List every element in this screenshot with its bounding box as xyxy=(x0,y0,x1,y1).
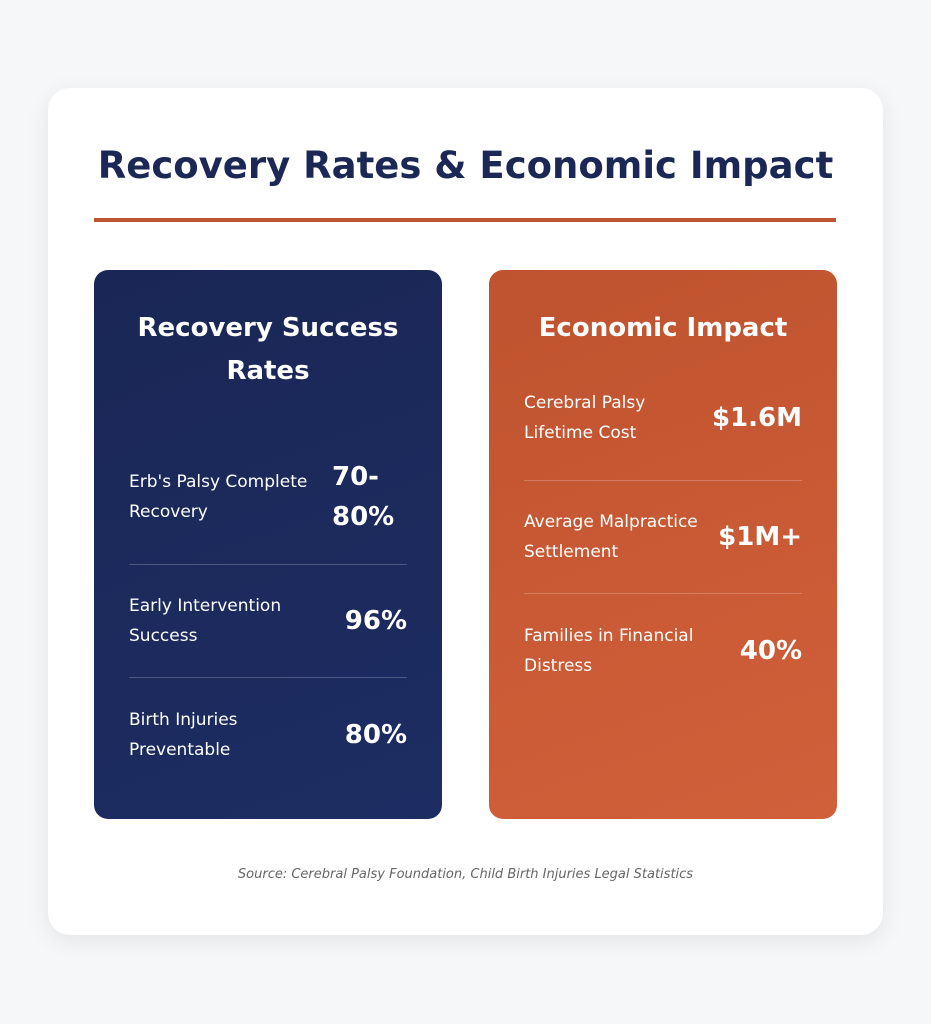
title-divider xyxy=(94,218,836,222)
stat-label: Erb's Palsy Complete Recovery xyxy=(129,472,308,522)
stat-row-financial-distress: Families in Financial Distress 40% xyxy=(524,594,802,728)
economic-panel: Economic Impact Cerebral Palsy Lifetime … xyxy=(489,270,837,819)
stat-row-erbs-palsy: Erb's Palsy Complete Recovery 70-80% xyxy=(129,440,407,565)
infographic-card: Recovery Rates & Economic Impact Recover… xyxy=(48,88,883,935)
recovery-panel: Recovery Success Rates Erb's Palsy Compl… xyxy=(94,270,442,819)
source-citation: Source: Cerebral Palsy Foundation, Child… xyxy=(237,867,694,882)
stat-row-lifetime-cost: Cerebral Palsy Lifetime Cost $1.6M xyxy=(524,364,802,481)
stat-value: 70-80% xyxy=(332,462,395,532)
stat-label: Birth Injuries Preventable xyxy=(129,710,238,760)
stat-value: $1M+ xyxy=(718,522,802,552)
page-title: Recovery Rates & Economic Impact xyxy=(97,144,834,187)
stat-label: Early Intervention Success xyxy=(129,596,282,646)
stat-value: 80% xyxy=(344,720,407,750)
stat-value: 96% xyxy=(344,606,407,636)
stat-row-malpractice-settlement: Average Malpractice Settlement $1M+ xyxy=(524,481,802,594)
stat-row-early-intervention: Early Intervention Success 96% xyxy=(129,565,407,678)
stat-label: Cerebral Palsy Lifetime Cost xyxy=(524,393,646,443)
economic-panel-title: Economic Impact xyxy=(538,313,788,343)
stat-label: Families in Financial Distress xyxy=(524,626,694,676)
stat-value: 40% xyxy=(739,636,802,666)
stat-row-birth-injuries: Birth Injuries Preventable 80% xyxy=(129,678,407,812)
stat-value: $1.6M xyxy=(711,403,802,433)
stat-label: Average Malpractice Settlement xyxy=(524,512,698,562)
recovery-panel-title: Recovery Success Rates xyxy=(137,313,399,386)
